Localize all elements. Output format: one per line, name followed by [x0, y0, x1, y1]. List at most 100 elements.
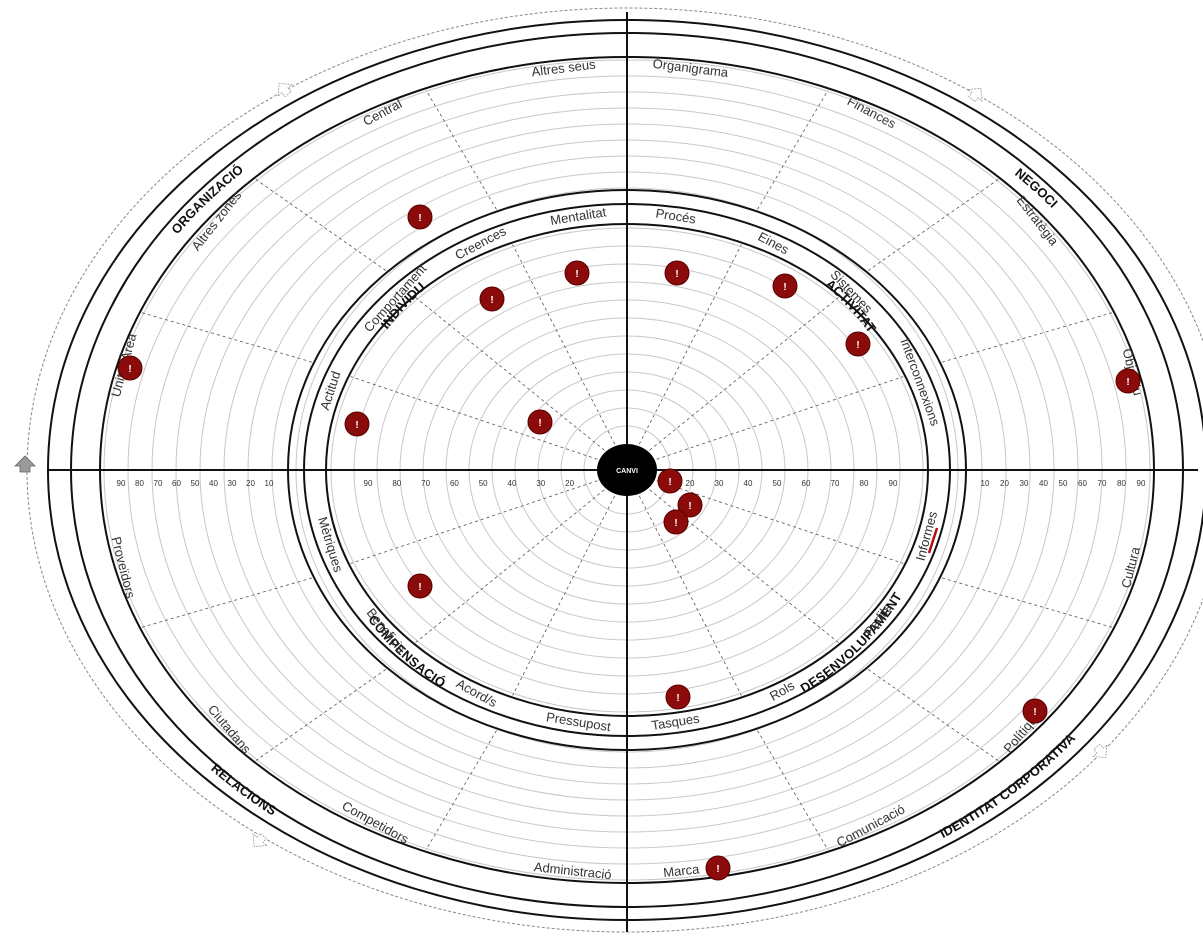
inner-spoke — [350, 480, 598, 564]
up-arrow-icon[interactable] — [247, 830, 270, 852]
marker-circle[interactable] — [677, 492, 703, 518]
change-marker[interactable]: ! — [772, 273, 798, 299]
outer-spoke — [255, 669, 387, 761]
inner-spoke — [656, 480, 904, 564]
radar-spokes — [141, 90, 1113, 850]
navigation-arrows — [14, 78, 1113, 852]
marker-circle[interactable] — [407, 204, 433, 230]
hub-ellipse[interactable] — [597, 444, 657, 496]
change-marker[interactable]: ! — [677, 492, 703, 518]
inner-spoke — [649, 489, 839, 643]
marker-circle[interactable] — [665, 684, 691, 710]
outer-spoke — [141, 312, 313, 363]
marker-circle[interactable] — [407, 573, 433, 599]
outer-spoke-label: Altres seus — [531, 57, 597, 80]
inner-spoke — [415, 489, 605, 643]
outer-spoke — [757, 730, 829, 850]
marker-glyph: ! — [128, 364, 131, 375]
change-marker[interactable]: ! — [564, 260, 590, 286]
axis-tick-label: 40 — [744, 479, 753, 488]
axis-tick-label: 30 — [1020, 479, 1029, 488]
change-marker[interactable]: ! — [407, 573, 433, 599]
change-marker[interactable]: ! — [845, 331, 871, 357]
outer-spoke — [141, 577, 313, 628]
outer-spoke — [757, 90, 829, 210]
marker-circle[interactable] — [657, 468, 683, 494]
outer-spoke — [941, 577, 1113, 628]
marker-circle[interactable] — [1022, 698, 1048, 724]
axis-tick-label: 50 — [1059, 479, 1068, 488]
outer-spoke — [867, 179, 999, 271]
axis-tick-label: 10 — [265, 479, 274, 488]
axis-tick-label: 80 — [135, 479, 144, 488]
marker-glyph: ! — [1126, 377, 1129, 388]
change-marker[interactable]: ! — [344, 411, 370, 437]
marker-glyph: ! — [783, 282, 786, 293]
hub-label: CANVI — [616, 468, 638, 475]
change-markers: !!!!!!!!!!!!!!!!! — [117, 204, 1141, 881]
change-marker[interactable]: ! — [479, 286, 505, 312]
axis-tick-label: 10 — [981, 479, 990, 488]
marker-circle[interactable] — [772, 273, 798, 299]
marker-glyph: ! — [538, 418, 541, 429]
marker-glyph: ! — [688, 501, 691, 512]
marker-circle[interactable] — [845, 331, 871, 357]
axis-tick-label: 90 — [1137, 479, 1146, 488]
marker-circle[interactable] — [1115, 368, 1141, 394]
marker-glyph: ! — [418, 582, 421, 593]
marker-glyph: ! — [676, 693, 679, 704]
change-marker[interactable]: ! — [665, 684, 691, 710]
inner-spoke — [656, 376, 904, 460]
inner-spoke — [638, 495, 742, 696]
change-marker[interactable]: ! — [664, 260, 690, 286]
outer-spoke-label: Proveïdors — [109, 535, 139, 600]
up-arrow-icon[interactable] — [965, 83, 988, 105]
axis-tick-label: 30 — [228, 479, 237, 488]
marker-glyph: ! — [675, 269, 678, 280]
up-arrow-icon[interactable] — [14, 455, 36, 473]
axis-tick-label: 40 — [209, 479, 218, 488]
axis-tick-label: 40 — [508, 479, 517, 488]
marker-circle[interactable] — [664, 260, 690, 286]
axis-tick-label: 50 — [191, 479, 200, 488]
axis-tick-label: 60 — [172, 479, 181, 488]
axis-tick-label: 80 — [860, 479, 869, 488]
axis-tick-label: 70 — [421, 479, 430, 488]
marker-glyph: ! — [418, 213, 421, 224]
change-marker[interactable]: ! — [657, 468, 683, 494]
axis-tick-label: 90 — [364, 479, 373, 488]
change-marker[interactable]: ! — [117, 355, 143, 381]
marker-circle[interactable] — [527, 409, 553, 435]
axis-tick-label: 20 — [1000, 479, 1009, 488]
marker-circle[interactable] — [479, 286, 505, 312]
axis-ticks: 90 80 70 60 50 40 30 20 10 90 80 70 60 50 40 30 20 20 30 40… — [117, 479, 1146, 488]
axis-tick-label: 80 — [1117, 479, 1126, 488]
change-marker[interactable]: ! — [1022, 698, 1048, 724]
inner-spoke — [649, 297, 839, 451]
up-arrow-icon[interactable] — [272, 78, 295, 100]
change-marker[interactable]: ! — [663, 509, 689, 535]
change-marker[interactable]: ! — [1115, 368, 1141, 394]
inner-spoke — [512, 244, 616, 445]
marker-glyph: ! — [355, 420, 358, 431]
change-marker[interactable]: ! — [407, 204, 433, 230]
inner-spoke-label: Procés — [655, 206, 698, 227]
axis-tick-label: 50 — [479, 479, 488, 488]
marker-circle[interactable] — [564, 260, 590, 286]
marker-circle[interactable] — [663, 509, 689, 535]
change-marker[interactable]: ! — [705, 855, 731, 881]
outer-spoke — [425, 90, 497, 210]
axis-tick-label: 60 — [450, 479, 459, 488]
marker-circle[interactable] — [117, 355, 143, 381]
outer-spoke-label: Ciutadans — [205, 702, 254, 757]
axis-tick-label: 20 — [246, 479, 255, 488]
marker-circle[interactable] — [705, 855, 731, 881]
up-arrow-icon[interactable] — [1090, 741, 1113, 763]
change-marker[interactable]: ! — [527, 409, 553, 435]
outer-spoke — [867, 669, 999, 761]
marker-circle[interactable] — [344, 411, 370, 437]
inner-spoke — [350, 376, 598, 460]
hub[interactable]: CANVI — [597, 444, 657, 496]
axis-tick-label: 30 — [715, 479, 724, 488]
marker-glyph: ! — [490, 295, 493, 306]
